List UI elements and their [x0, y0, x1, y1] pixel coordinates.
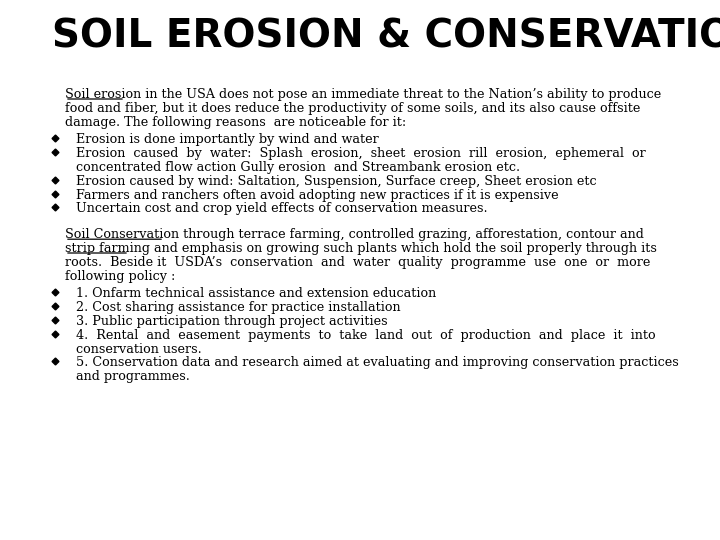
Text: 4.  Rental  and  easement  payments  to  take  land  out  of  production  and  p: 4. Rental and easement payments to take …	[76, 329, 656, 342]
Text: damage. The following reasons  are noticeable for it:: damage. The following reasons are notice…	[65, 116, 406, 129]
Text: concentrated flow action Gully erosion  and Streambank erosion etc.: concentrated flow action Gully erosion a…	[76, 161, 520, 174]
Text: Uncertain cost and crop yield effects of conservation measures.: Uncertain cost and crop yield effects of…	[76, 202, 487, 215]
Text: Erosion is done importantly by wind and water: Erosion is done importantly by wind and …	[76, 133, 379, 146]
Text: roots.  Beside it  USDA’s  conservation  and  water  quality  programme  use  on: roots. Beside it USDA’s conservation and…	[65, 256, 650, 269]
Text: Erosion  caused  by  water:  Splash  erosion,  sheet  erosion  rill  erosion,  e: Erosion caused by water: Splash erosion,…	[76, 147, 646, 160]
Text: 3. Public participation through project activities: 3. Public participation through project …	[76, 315, 387, 328]
Text: and programmes.: and programmes.	[76, 370, 190, 383]
Text: 5. Conservation data and research aimed at evaluating and improving conservation: 5. Conservation data and research aimed …	[76, 356, 679, 369]
Text: 1. Onfarm technical assistance and extension education: 1. Onfarm technical assistance and exten…	[76, 287, 436, 300]
Text: conservation users.: conservation users.	[76, 342, 202, 356]
Text: following policy :: following policy :	[65, 269, 176, 282]
Text: 2. Cost sharing assistance for practice installation: 2. Cost sharing assistance for practice …	[76, 301, 400, 314]
Text: Soil Conservation through terrace farming, controlled grazing, afforestation, co: Soil Conservation through terrace farmin…	[65, 228, 644, 241]
Text: Soil erosion in the USA does not pose an immediate threat to the Nation’s abilit: Soil erosion in the USA does not pose an…	[65, 88, 661, 101]
Text: Erosion caused by wind: Saltation, Suspension, Surface creep, Sheet erosion etc: Erosion caused by wind: Saltation, Suspe…	[76, 175, 597, 188]
Text: strip farming and emphasis on growing such plants which hold the soil properly t: strip farming and emphasis on growing su…	[65, 242, 657, 255]
Text: Farmers and ranchers often avoid adopting new practices if it is expensive: Farmers and ranchers often avoid adoptin…	[76, 188, 559, 201]
Text: SOIL EROSION & CONSERVATION: SOIL EROSION & CONSERVATION	[52, 18, 720, 56]
Text: food and fiber, but it does reduce the productivity of some soils, and its also : food and fiber, but it does reduce the p…	[65, 102, 640, 115]
